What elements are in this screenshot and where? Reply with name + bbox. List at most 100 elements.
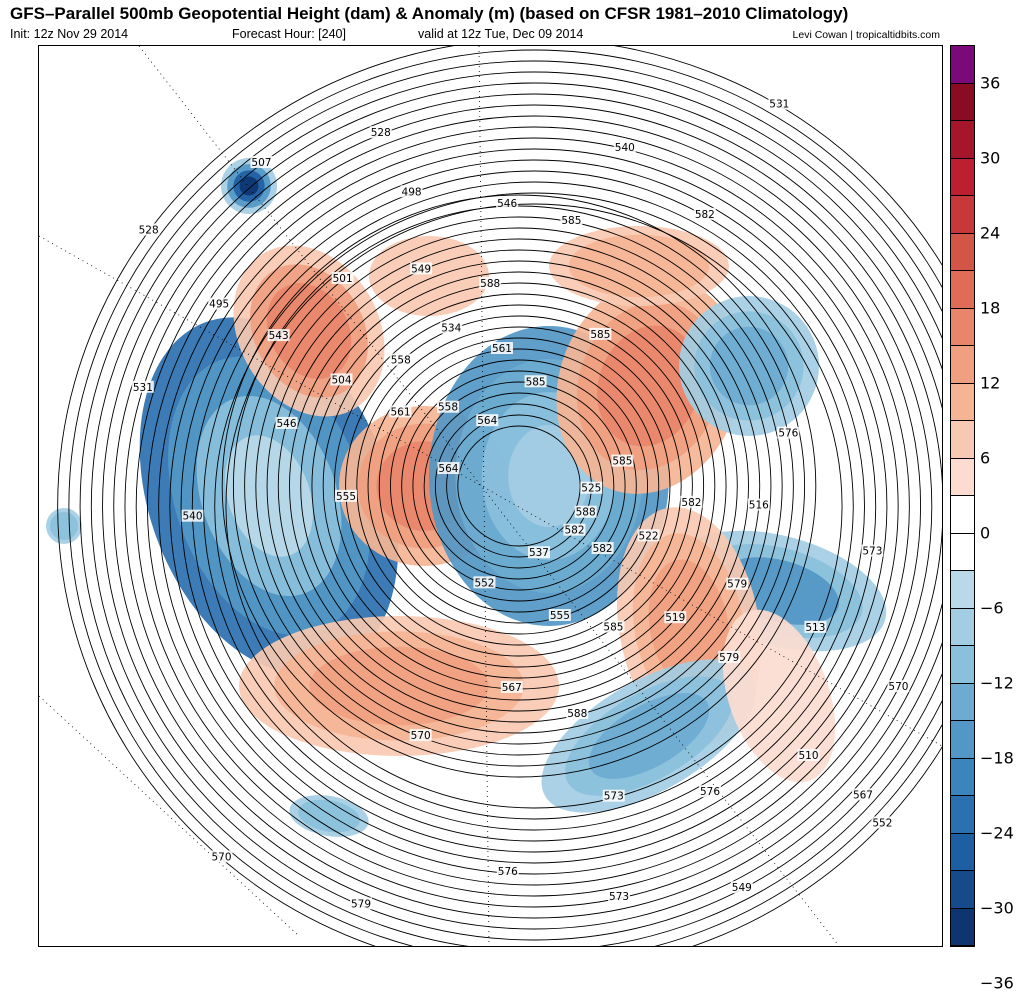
colorbar-label: −6 [980,598,1004,617]
contour-label-bg [861,544,884,557]
contour-label: 522 [639,530,659,542]
height-contour [180,159,888,853]
colorbar-segment [951,496,974,534]
contour-label: 573 [862,546,882,558]
height-contour [356,326,682,646]
contour-label-bg [637,529,660,542]
colorbar-segment [951,233,974,271]
contour-label-bg [664,611,687,624]
contour-label-bg [275,416,298,429]
height-contour [412,381,626,591]
contour-label-bg [527,546,550,559]
height-contour [169,148,899,864]
height-contour [322,293,716,679]
contour-label-bg [718,650,741,663]
contour-label-bg [887,680,910,693]
height-contour [146,126,922,886]
colorbar-segment [951,121,974,159]
colorbar [950,45,975,947]
contour-label: 585 [526,376,546,388]
colorbar-label: −36 [980,973,1014,992]
contour-label: 579 [351,898,371,910]
contour-label-bg [389,353,412,366]
colorbar-segment [951,83,974,121]
colorbar-label: 36 [980,73,1001,92]
contour-label: 585 [590,329,610,341]
contour-label-bg [613,140,636,153]
contour-label-bg [137,223,160,236]
contour-label-bg [574,505,597,518]
colorbar-segment [951,608,974,646]
contour-label-bg [560,213,583,226]
contour-label-bg [871,816,894,829]
contour-label-bg [389,405,412,418]
contour-label: 582 [681,497,701,509]
graticule-line [478,45,490,947]
colorbar-segment [951,646,974,684]
contour-label: 540 [615,142,635,154]
contour-label: 552 [474,577,494,589]
contour-label: 516 [749,500,769,512]
contour-label-bg [851,788,874,801]
contour-label: 567 [502,682,522,694]
colorbar-segment [951,46,974,84]
height-contour [214,192,854,820]
contour-label: 576 [498,866,518,878]
contour-label: 543 [269,330,289,342]
height-contour [191,170,877,842]
contour-label-bg [611,454,634,467]
credit: Levi Cowan | tropicaltidbits.com [792,29,940,41]
contour-label: 504 [331,374,351,386]
height-contour [221,194,817,778]
height-contour [345,315,693,657]
height-contour [378,348,660,624]
height-contour [158,137,910,875]
contour-label: 588 [567,708,587,720]
height-contour [255,227,783,745]
colorbar-label: 30 [980,148,1001,167]
contour-label-bg [437,462,460,475]
contour-label: 513 [805,622,825,634]
contour-label: 585 [612,456,632,468]
contour-label-bg [208,297,231,310]
contour-label: 582 [564,525,584,537]
colorbar-segment [951,271,974,309]
colorbar-segment [951,908,974,946]
colorbar-label: −12 [980,673,1014,692]
colorbar-segment [951,871,974,909]
contour-label: 546 [497,198,517,210]
contour-label: 582 [695,209,715,221]
colorbar-label: −18 [980,748,1014,767]
contour-label: 528 [371,127,391,139]
contour-label-bg [608,890,631,903]
contour-label-bg [210,850,233,863]
valid-time: valid at 12z Tue, Dec 09 2014 [418,27,584,41]
colorbar-segment [951,833,974,871]
contour-label-bg [563,523,586,536]
graticule-line [138,45,840,947]
contour-label-bg [602,789,625,802]
contour-label: 549 [732,882,752,894]
contour-label: 570 [411,730,431,742]
contour-label: 585 [603,622,623,634]
height-contour [289,260,749,712]
contour-label: 558 [391,355,411,367]
height-contour [135,115,933,897]
contour-label: 585 [561,215,581,227]
contour-label-bg [440,321,463,334]
contour-label: 582 [593,543,613,555]
contour-label: 579 [719,652,739,664]
height-contour [423,392,615,580]
contour-label: 537 [529,547,549,559]
colorbar-segment [951,721,974,759]
anomaly-region [221,158,277,214]
colorbar-segment [951,533,974,571]
colorbar-segment [951,158,974,196]
contour-label-bg [500,680,523,693]
colorbar-label: 24 [980,223,1001,242]
contour-label: 507 [251,157,271,169]
colorbar-segment [951,421,974,459]
contour-label-bg [602,620,625,633]
contour-label: 531 [133,382,153,394]
contour-label-bg [747,498,770,511]
